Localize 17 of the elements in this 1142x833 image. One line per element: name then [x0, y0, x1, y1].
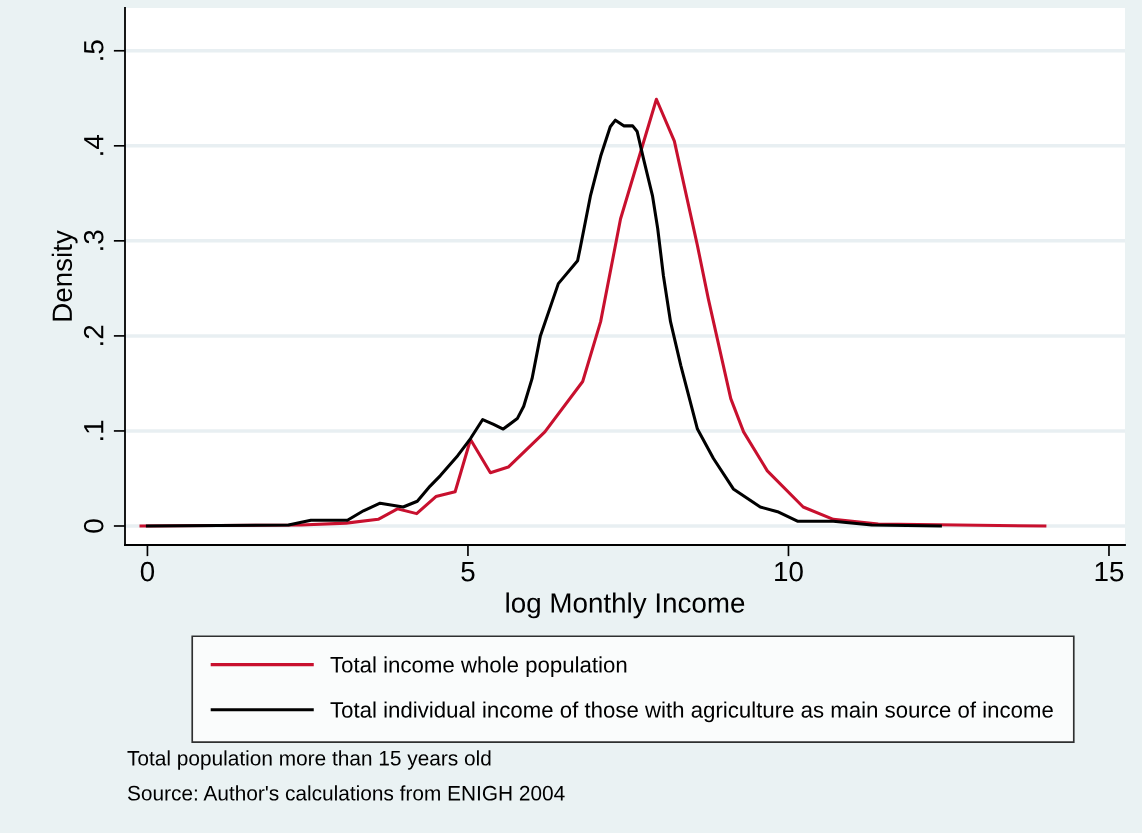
source-note: Source: Author's calculations from ENIGH 2004: [127, 785, 565, 801]
x-axis-title: log Monthly Income: [506, 592, 745, 619]
y-tick-label: .4: [84, 135, 104, 155]
legend-label: Total income whole population: [330, 656, 627, 678]
y-tick-label: 0: [83, 519, 104, 533]
x-tick-label: 15: [1095, 561, 1124, 582]
legend-label: Total individual income of those with agriculture as main source of income: [330, 701, 1053, 723]
x-tick-label: 10: [775, 561, 803, 582]
y-tick-label: .3: [83, 230, 104, 250]
x-tick-label: 5: [461, 561, 475, 582]
line-series: [145, 118, 942, 528]
y-axis-title: Density: [51, 230, 78, 321]
y-tick-label: .1: [84, 420, 104, 440]
y-tick-label: .5: [84, 40, 104, 60]
text: Total population more than 15 years old: [127, 750, 491, 770]
y-tick-label: .2: [83, 325, 104, 345]
x-tick-label: 0: [140, 561, 155, 582]
